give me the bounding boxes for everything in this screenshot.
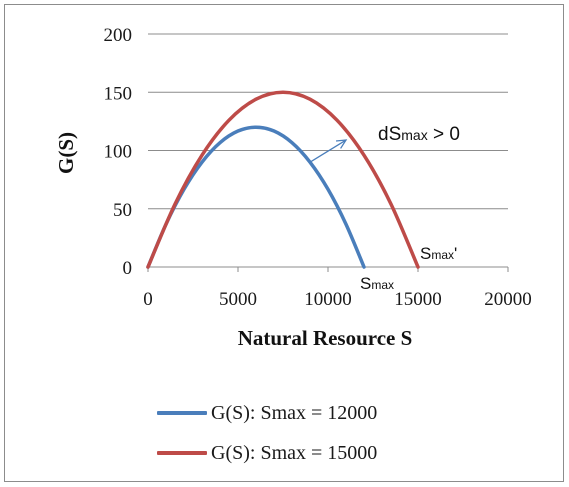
shift-arrow <box>309 139 347 163</box>
x-axis-title: Natural Resource S <box>238 326 413 350</box>
smax-label: Smax <box>360 274 394 293</box>
gridlines <box>148 33 508 210</box>
line-chart: 0 50 100 150 200 0 5000 10000 15000 20000 dSmax … <box>54 25 532 350</box>
y-tick-label: 100 <box>104 142 133 163</box>
legend-label: G(S): Smax = 15000 <box>211 441 378 464</box>
legend-item-smax-15000: G(S): Smax = 15000 <box>157 433 377 473</box>
legend-swatch-red <box>157 451 207 455</box>
y-tick-label: 150 <box>104 83 133 104</box>
legend-label: G(S): Smax = 12000 <box>211 401 378 424</box>
smax-prime-label: Smax' <box>420 244 457 263</box>
legend-item-smax-12000: G(S): Smax = 12000 <box>157 393 377 433</box>
legend-swatch-blue <box>157 411 207 415</box>
y-axis-title: G(S) <box>54 132 78 174</box>
y-tick-label: 50 <box>113 200 132 221</box>
shift-arrowhead <box>335 139 348 149</box>
x-tick-label: 10000 <box>304 289 352 310</box>
series-lines <box>146 90 420 269</box>
y-tick-label: 200 <box>104 25 133 46</box>
x-tick-label: 5000 <box>219 289 257 310</box>
y-tick-label: 0 <box>123 258 133 279</box>
annotations: dSmax > 0 Smax Smax' <box>309 124 460 293</box>
x-tick-label: 0 <box>143 289 153 310</box>
x-tick-label: 15000 <box>394 289 442 310</box>
series-line-1 <box>146 90 420 269</box>
y-axis-ticks: 0 50 100 150 200 <box>104 25 133 279</box>
x-axis-ticks: 0 5000 10000 15000 20000 <box>143 267 532 310</box>
x-tick-label: 20000 <box>484 289 532 310</box>
dsmax-annotation: dSmax > 0 <box>378 124 460 145</box>
legend: G(S): Smax = 12000 G(S): Smax = 15000 <box>157 393 377 473</box>
chart-frame: 0 50 100 150 200 0 5000 10000 15000 20000 dSmax … <box>4 4 564 482</box>
